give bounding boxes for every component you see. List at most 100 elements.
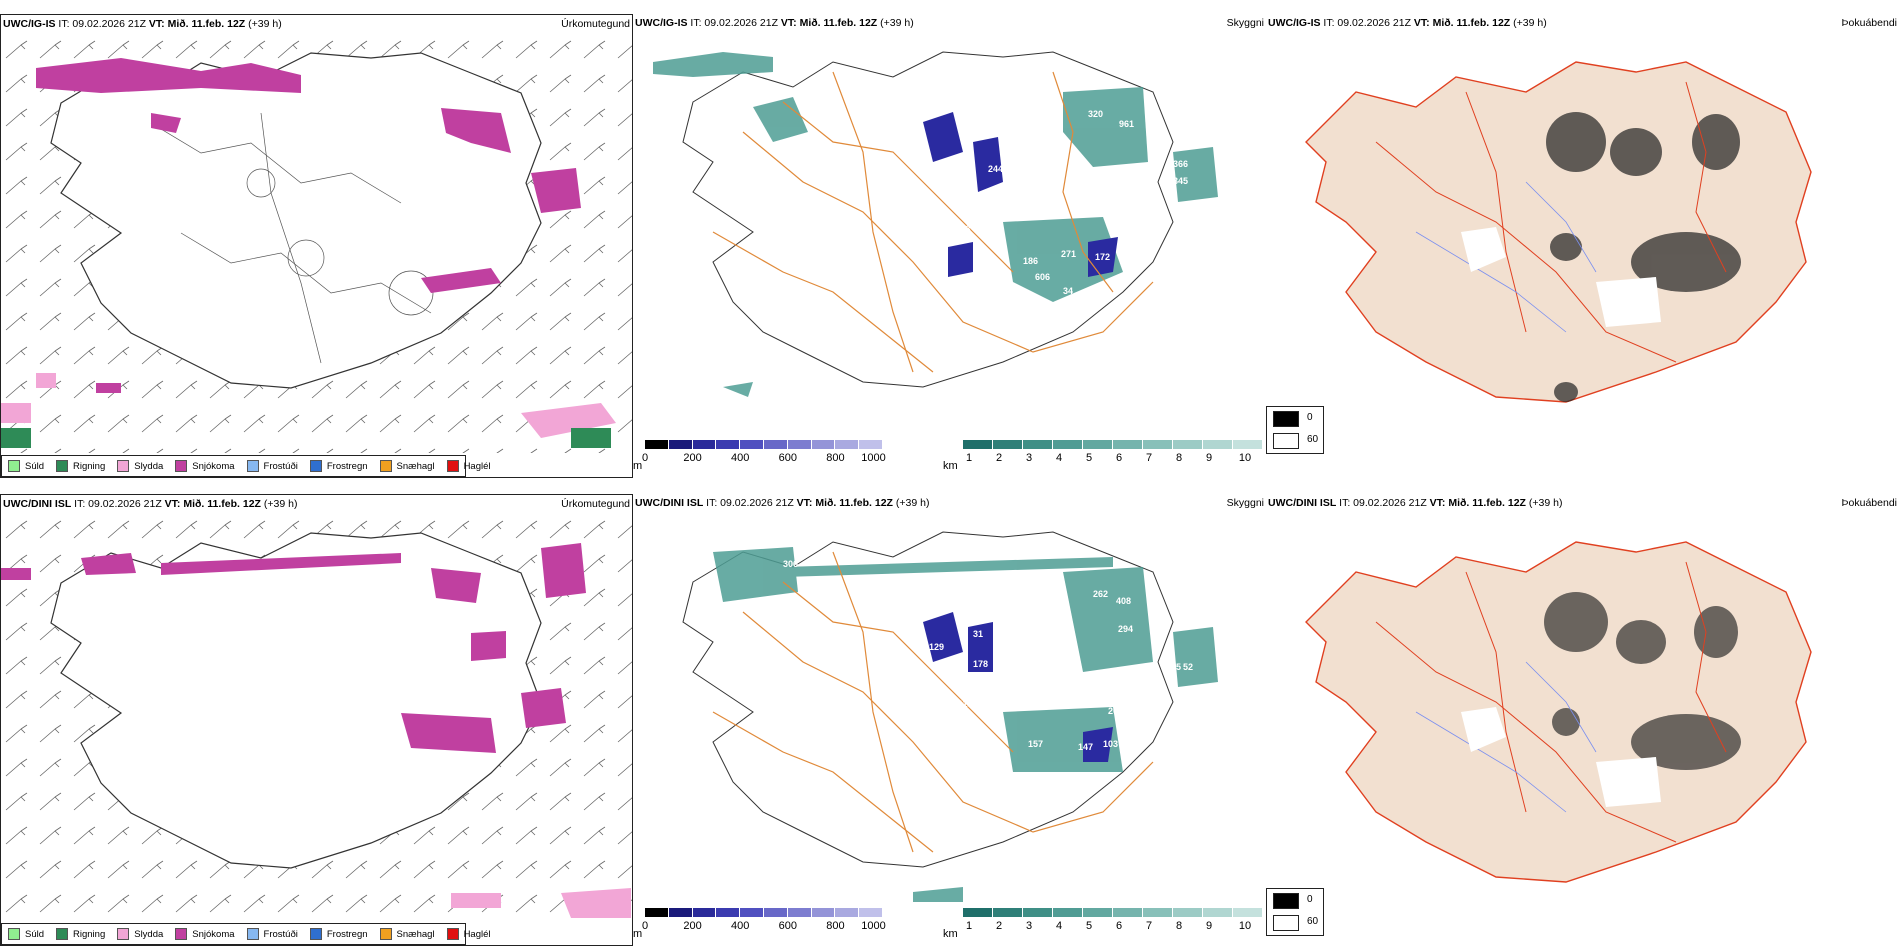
- vis-value: 366: [1173, 159, 1188, 169]
- tick: 800: [826, 920, 845, 932]
- header-row2-dew: UWC/DINI ISL IT: 09.02.2026 21Z VT: Mið.…: [1268, 497, 1563, 509]
- rivers: [1415, 661, 1597, 813]
- tick: 1: [965, 920, 973, 932]
- legend-item: Snæhagl: [379, 460, 435, 472]
- precip-map: [1, 33, 632, 453]
- visibility-panel-row1: UWC/IG-IS IT: 09.02.2026 21Z VT: Mið. 11…: [633, 14, 1266, 478]
- header-row1-dew: UWC/IG-IS IT: 09.02.2026 21Z VT: Mið. 11…: [1268, 17, 1547, 29]
- sleet-areas: [451, 888, 631, 918]
- vis-value: 271: [1061, 249, 1076, 259]
- legend-item: Frostúði: [246, 460, 298, 472]
- vis-value: 34: [1063, 286, 1073, 296]
- vis-value: 98: [1023, 124, 1033, 134]
- vis-value: 112: [1016, 202, 1031, 212]
- tick: 9: [1205, 452, 1213, 464]
- legend-item: Súld: [8, 460, 44, 472]
- precip-title: Úrkomutegund: [561, 18, 630, 30]
- dew-legend-white: 60: [1307, 916, 1319, 927]
- legend-item: Frostúði: [246, 928, 298, 940]
- visibility-values: 320 961 98 150 244 366 345 129 112 343 1…: [925, 109, 1188, 379]
- vis-value: 186: [1023, 256, 1038, 266]
- vis-value: 103: [1103, 739, 1118, 749]
- tick: 8: [1175, 452, 1183, 464]
- colorbar-km: 1 2 3 4 5 6 7 8 9 10: [963, 908, 1263, 942]
- precip-title: Úrkomutegund: [561, 498, 630, 510]
- road-network: [712, 551, 1154, 853]
- vis-value: 113: [958, 699, 973, 709]
- dew-legend-black: 0: [1307, 894, 1313, 905]
- legend-item: Snjókoma: [175, 928, 235, 940]
- snow-areas: [36, 58, 581, 393]
- tick: 6: [1115, 452, 1123, 464]
- tick: 3: [1025, 920, 1033, 932]
- legend-item: Frostregn: [309, 928, 368, 940]
- tick: 4: [1055, 920, 1063, 932]
- vis-value: 244: [988, 164, 1003, 174]
- tick: 400: [731, 452, 750, 464]
- tick: 600: [778, 452, 797, 464]
- low-vis-navy-areas: [923, 612, 1113, 762]
- unit-m: m: [633, 460, 643, 472]
- iceland-land: [1305, 61, 1812, 403]
- precip-panel-row1: UWC/IG-IS IT: 09.02.2026 21Z VT: Mið. 11…: [0, 14, 633, 478]
- dewpoint-legend: 0 60: [1266, 888, 1324, 936]
- low-vis-teal-areas: [653, 52, 1218, 397]
- fog-dark-areas: [1546, 112, 1741, 402]
- unit-km: km: [943, 928, 958, 940]
- precip-legend: Súld Rigning Slydda Snjókoma Frostúði Fr…: [1, 923, 491, 945]
- iceland-outline: [50, 532, 542, 869]
- precip-legend: Súld Rigning Slydda Snjókoma Frostúði Fr…: [1, 455, 491, 477]
- tick: 400: [731, 920, 750, 932]
- vis-value: 306: [783, 559, 798, 569]
- vis-value: 31: [973, 629, 983, 639]
- vis-value: 147: [1078, 742, 1093, 752]
- vis-value: 47: [933, 369, 943, 379]
- precip-map: [1, 513, 632, 923]
- precip-panel-row2: UWC/DINI ISL IT: 09.02.2026 21Z VT: Mið.…: [0, 494, 633, 946]
- legend-item: Snjókoma: [175, 460, 235, 472]
- vis-value: 113: [956, 224, 971, 234]
- vis-value: 320: [1088, 109, 1103, 119]
- vis-value: 172: [1095, 252, 1110, 262]
- vis-value: 129: [929, 642, 944, 652]
- dew-legend-white: 60: [1307, 434, 1319, 445]
- glacier-white: [1461, 707, 1506, 752]
- tick: 7: [1145, 452, 1153, 464]
- header-row2-precip: UWC/DINI ISL IT: 09.02.2026 21Z VT: Mið.…: [3, 498, 298, 510]
- tick: 1000: [861, 452, 886, 464]
- glacier-white: [1596, 277, 1661, 327]
- snow-areas: [1, 543, 586, 753]
- colorbar-m-swatches: [645, 440, 883, 449]
- rivers: [1415, 181, 1597, 333]
- vis-value: 606: [1035, 272, 1050, 282]
- visibility-map: 320 961 98 150 244 366 345 129 112 343 1…: [653, 51, 1218, 397]
- tick: 2: [995, 452, 1003, 464]
- vis-value: 178: [973, 659, 988, 669]
- dewpoint-map: [1305, 61, 1812, 403]
- dewpoint-map: [1305, 541, 1812, 883]
- vis-value: 735: [776, 604, 791, 614]
- tick: 200: [683, 920, 702, 932]
- road-network: [712, 71, 1154, 373]
- tick: 10: [1238, 920, 1252, 932]
- legend-item: Snæhagl: [379, 928, 435, 940]
- legend-item: Slydda: [117, 460, 163, 472]
- dewpoint-legend: 0 60: [1266, 406, 1324, 454]
- dewpoint-title: Þokuábendi: [1841, 17, 1897, 29]
- colorbar-m: 0 200 400 600 800 1000: [642, 440, 886, 474]
- legend-item: Haglél: [446, 928, 491, 940]
- vis-value: 294: [1118, 624, 1133, 634]
- terrain-contours: [150, 112, 434, 364]
- visibility-map: 306 735 262 408 231 294 129 31 178 285 5…: [682, 531, 1218, 902]
- dewpoint-title: Þokuábendi: [1841, 497, 1897, 509]
- unit-km: km: [943, 460, 958, 472]
- tick: 4: [1055, 452, 1063, 464]
- tick: 7: [1145, 920, 1153, 932]
- tick: 1: [965, 452, 973, 464]
- colorbar-km: 1 2 3 4 5 6 7 8 9 10: [963, 440, 1263, 474]
- vis-value: 285: [1166, 662, 1181, 672]
- vis-value: 343: [1085, 206, 1100, 216]
- tick: 5: [1085, 920, 1093, 932]
- legend-item: Rigning: [56, 460, 105, 472]
- tick: 1000: [861, 920, 886, 932]
